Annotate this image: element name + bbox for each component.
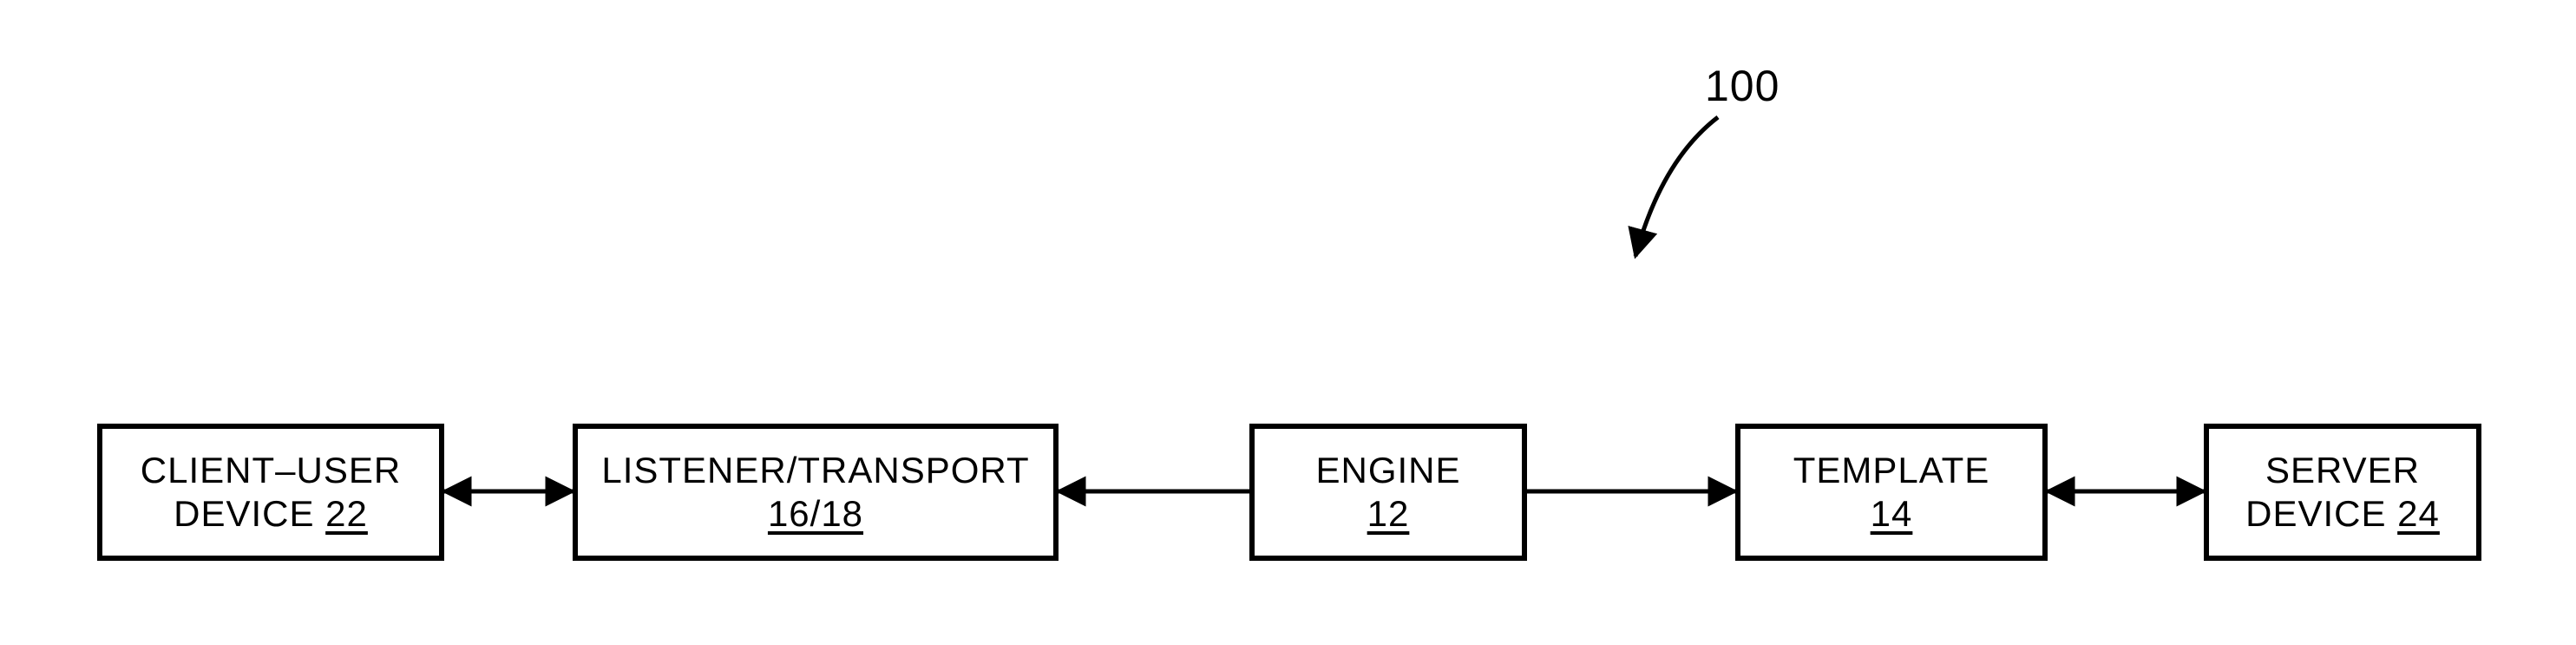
arrows-overlay — [0, 0, 2576, 645]
figure-ref-arrow — [1635, 117, 1718, 256]
